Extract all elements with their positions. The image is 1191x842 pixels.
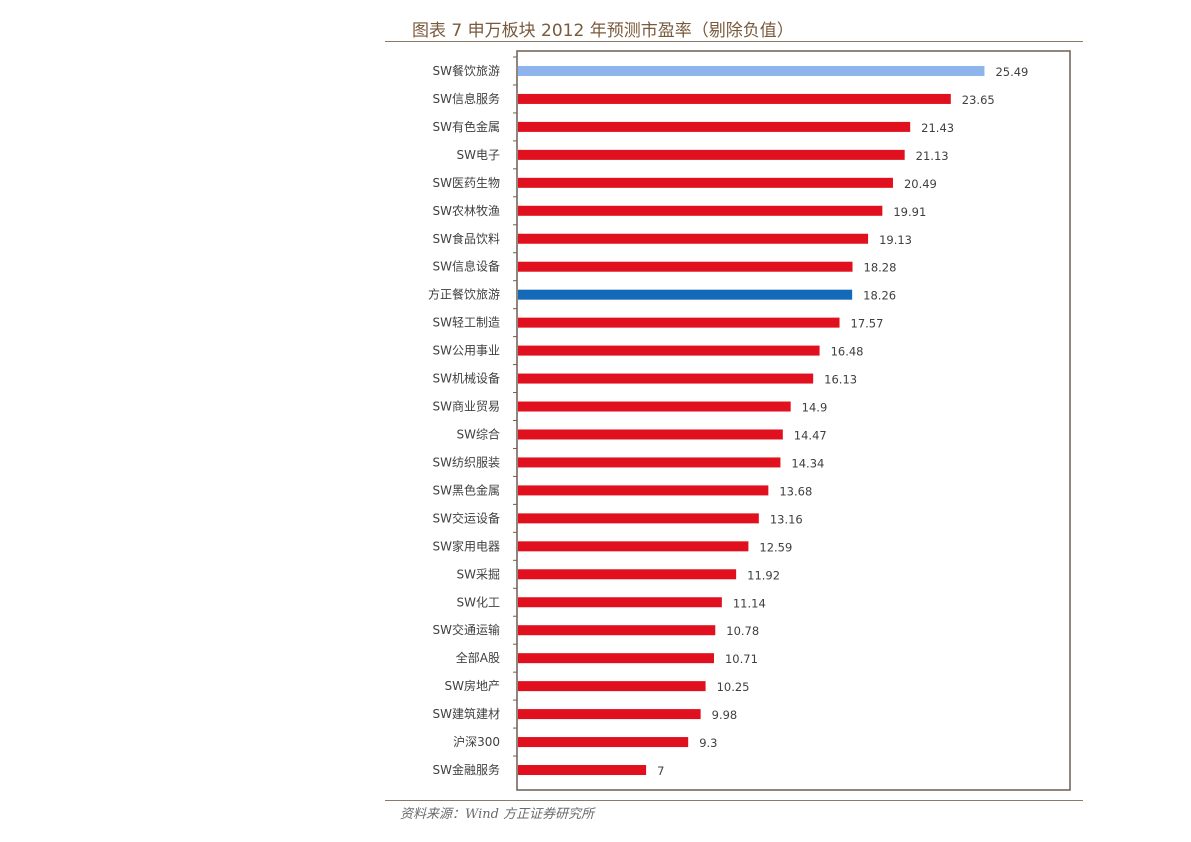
category-label: SW轻工制造: [433, 316, 500, 330]
bar: [518, 625, 716, 636]
category-label: SW有色金属: [433, 119, 500, 134]
title-rule: [385, 41, 1083, 42]
bar: [518, 149, 905, 160]
value-label: 25.49: [995, 65, 1028, 79]
bar: [518, 65, 985, 76]
category-label: SW医药生物: [433, 176, 500, 190]
value-label: 18.28: [864, 261, 897, 275]
value-label: 13.16: [770, 512, 803, 526]
category-label: SW采掘: [457, 566, 500, 581]
bar: [518, 401, 791, 412]
bar: [518, 569, 737, 580]
bar: [518, 345, 820, 356]
bar: [518, 289, 853, 300]
category-label: SW农林牧渔: [433, 204, 500, 218]
category-label: SW化工: [457, 595, 500, 609]
category-label: SW公用事业: [433, 344, 500, 358]
value-label: 19.91: [893, 205, 926, 219]
value-label: 21.13: [916, 149, 949, 163]
category-label: SW信息服务: [433, 91, 500, 106]
value-label: 14.34: [791, 456, 824, 470]
bar: [518, 177, 893, 188]
category-label: SW交运设备: [433, 510, 500, 525]
value-label: 11.92: [747, 568, 780, 582]
value-label: 17.57: [851, 317, 884, 331]
bar: [518, 737, 689, 748]
bar: [518, 261, 853, 272]
value-label: 10.25: [717, 680, 750, 694]
footer-rule: [385, 800, 1083, 801]
value-label: 16.13: [824, 373, 857, 387]
category-label: SW建筑建材: [433, 706, 500, 721]
category-label: SW商业贸易: [433, 399, 500, 414]
value-label: 10.71: [725, 652, 758, 666]
bar: [518, 513, 759, 524]
bar: [518, 429, 783, 440]
bar: [518, 765, 647, 776]
chart-title: 图表 7 申万板块 2012 年预测市盈率（剔除负值）: [412, 21, 794, 41]
category-label: SW黑色金属: [433, 482, 500, 497]
bar: [518, 485, 769, 496]
category-label: SW综合: [457, 426, 500, 441]
bar: [518, 373, 814, 384]
value-label: 18.26: [863, 289, 896, 303]
value-label: 19.13: [879, 233, 912, 247]
bar: [518, 541, 749, 552]
category-label: SW纺织服装: [433, 455, 500, 469]
value-label: 9.98: [712, 708, 738, 722]
category-label: SW交通运输: [433, 622, 500, 637]
value-label: 23.65: [962, 93, 995, 107]
bar: [518, 233, 869, 244]
category-label: SW金融服务: [433, 762, 500, 777]
value-label: 11.14: [733, 596, 766, 610]
value-label: 14.9: [802, 401, 828, 415]
bar: [518, 121, 911, 132]
value-label: 10.78: [726, 624, 759, 638]
category-label: SW餐饮旅游: [433, 63, 500, 78]
plot-frame: [516, 50, 1071, 791]
value-label: 13.68: [779, 484, 812, 498]
value-label: 21.43: [921, 121, 954, 135]
value-label: 9.3: [699, 736, 717, 750]
value-label: 14.47: [794, 428, 827, 442]
category-label: SW电子: [457, 148, 500, 162]
source-note: 资料来源：Wind 方正证券研究所: [400, 807, 595, 822]
category-label: SW信息设备: [433, 259, 500, 274]
value-label: 7: [657, 764, 664, 778]
category-label: SW食品饮料: [433, 231, 500, 246]
value-label: 12.59: [759, 540, 792, 554]
category-label: 方正餐饮旅游: [428, 287, 500, 302]
category-label: SW家用电器: [433, 538, 500, 553]
value-label: 20.49: [904, 177, 937, 191]
bar: [518, 653, 714, 664]
bar: [518, 597, 722, 608]
bar: [518, 93, 951, 104]
bar: [518, 317, 840, 328]
category-label: SW房地产: [445, 678, 500, 693]
bar: [518, 681, 706, 692]
bar: [518, 709, 701, 720]
bar: [518, 457, 781, 468]
category-label: 沪深300: [453, 735, 500, 749]
category-label: 全部A股: [456, 650, 500, 665]
bar: [518, 205, 883, 216]
category-label: SW机械设备: [433, 371, 500, 386]
value-label: 16.48: [831, 345, 864, 359]
